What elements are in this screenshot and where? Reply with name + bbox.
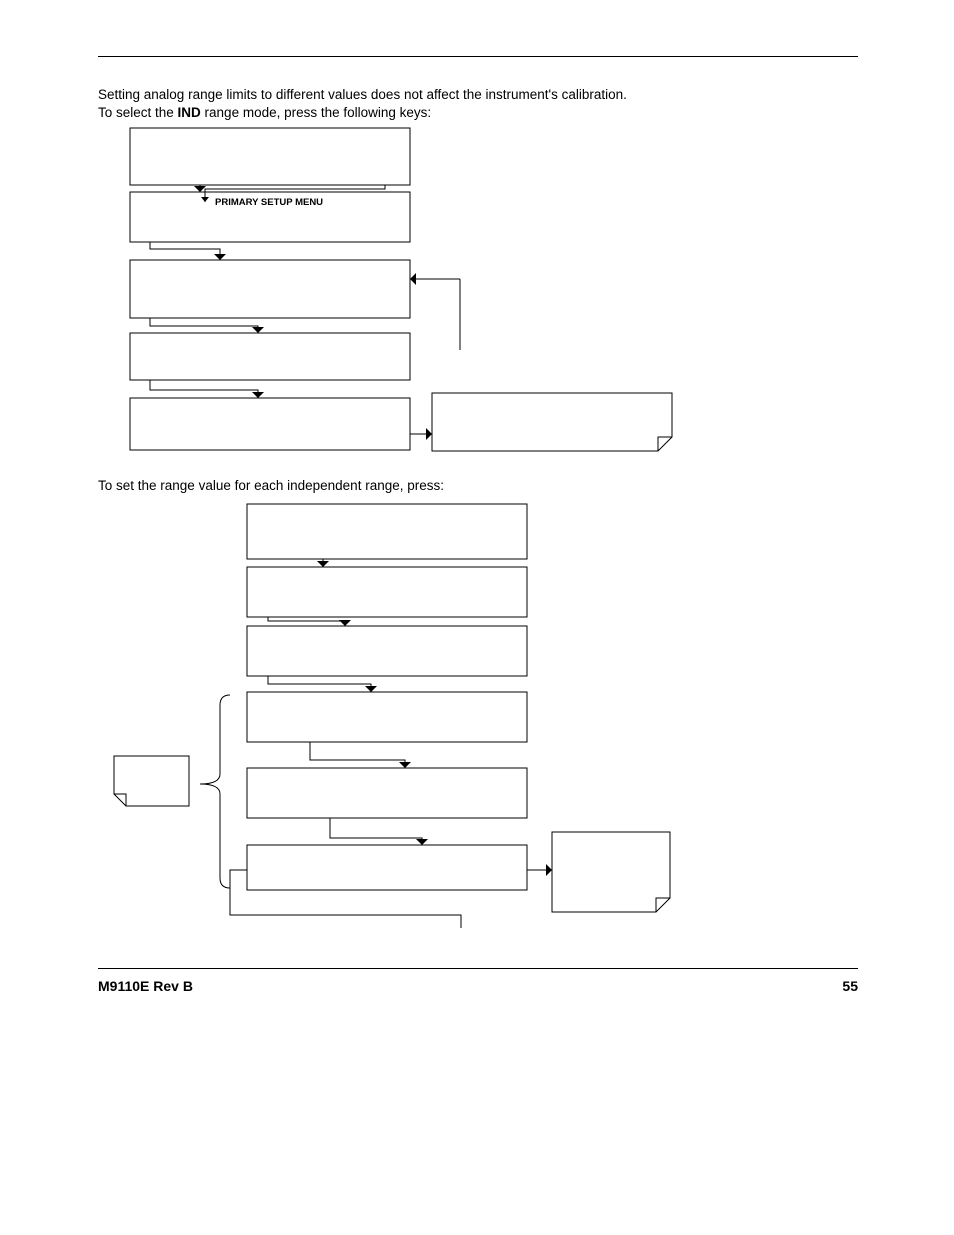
document-page: Setting analog range limits to different… — [0, 0, 954, 1235]
bottom-rule — [98, 968, 858, 969]
footer-left: M9110E Rev B — [98, 978, 193, 994]
flowchart-2 — [0, 0, 954, 960]
footer-right: 55 — [842, 978, 858, 994]
